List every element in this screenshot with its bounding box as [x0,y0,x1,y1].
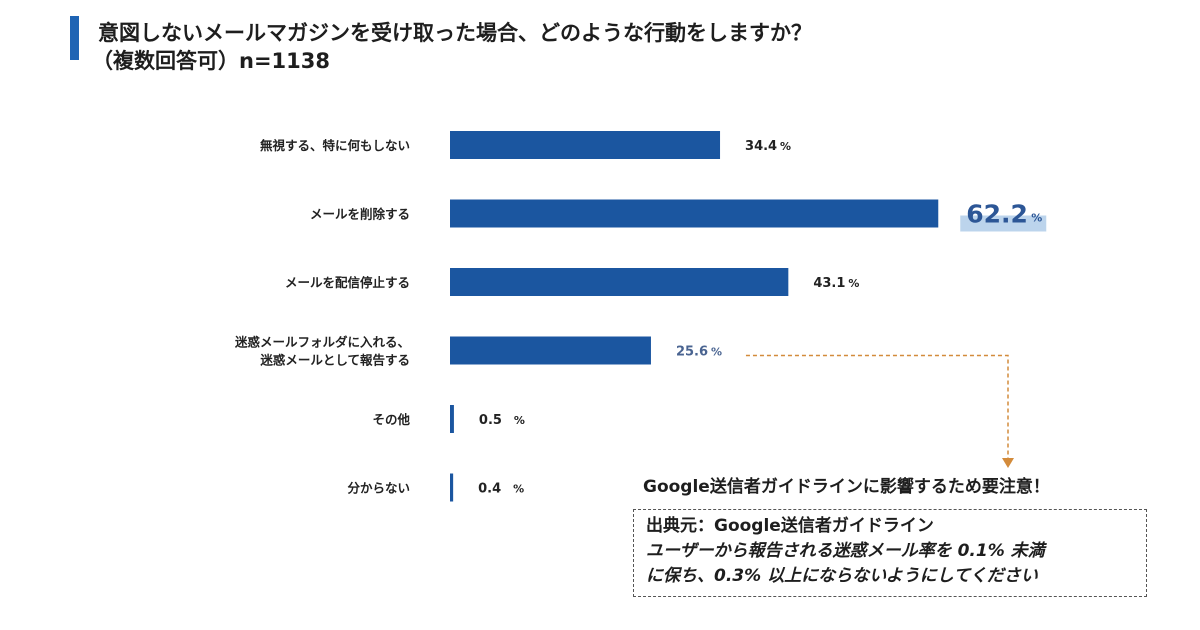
category-label: 迷惑メールとして報告する [259,353,410,368]
value-unit: % [514,414,525,427]
title-line-1: 意図しないメールマガジンを受け取った場合、どのような行動をしますか？ [98,21,812,45]
callout-arrow-line [745,354,1009,458]
bar [450,268,789,296]
category-label: 無視する、特に何もしない [260,138,410,153]
category-label: メールを配信停止する [285,275,410,290]
value-label: 62.2 [966,200,1028,229]
category-label: メールを削除する [310,207,410,222]
chart-title: 意図しないメールマガジンを受け取った場合、どのような行動をしますか？ （複数回答… [92,20,812,75]
value-label: 34.4 [745,139,777,154]
title-accent-bar [70,16,79,60]
source-note-box: 出典元：Google送信者ガイドライン ユーザーから報告される迷惑メール率を 0… [633,509,1147,597]
value-highlight [960,215,1047,232]
value-unit: % [848,277,859,290]
title-line-2: （複数回答可）n=1138 [92,48,330,73]
value-unit: % [780,140,791,153]
guideline-text-line-2: に保ち、0.3% 以上にならないようにしてください [646,566,1038,586]
value-label: 0.4 [478,482,501,497]
value-label: 25.6 [676,345,708,360]
category-label: その他 [372,412,410,427]
category-label: 迷惑メールフォルダに入れる、 [234,335,410,350]
value-label: 0.5 [479,413,502,428]
bar [450,336,651,365]
value-label: 43.1 [813,276,845,291]
value-unit: % [1031,212,1042,225]
bar [450,405,454,433]
bar [450,199,939,228]
callout-arrow-head [1002,458,1014,468]
value-unit: % [711,346,722,359]
category-label: 分からない [347,481,410,496]
guideline-text-line-1: ユーザーから報告される迷惑メール率を 0.1% 未満 [646,541,1045,561]
warning-heading: Google送信者ガイドラインに影響するため要注意！ [643,477,1050,497]
bar [450,131,721,159]
bar [450,473,454,502]
value-unit: % [513,483,524,496]
source-label: 出典元：Google送信者ガイドライン [646,516,934,536]
